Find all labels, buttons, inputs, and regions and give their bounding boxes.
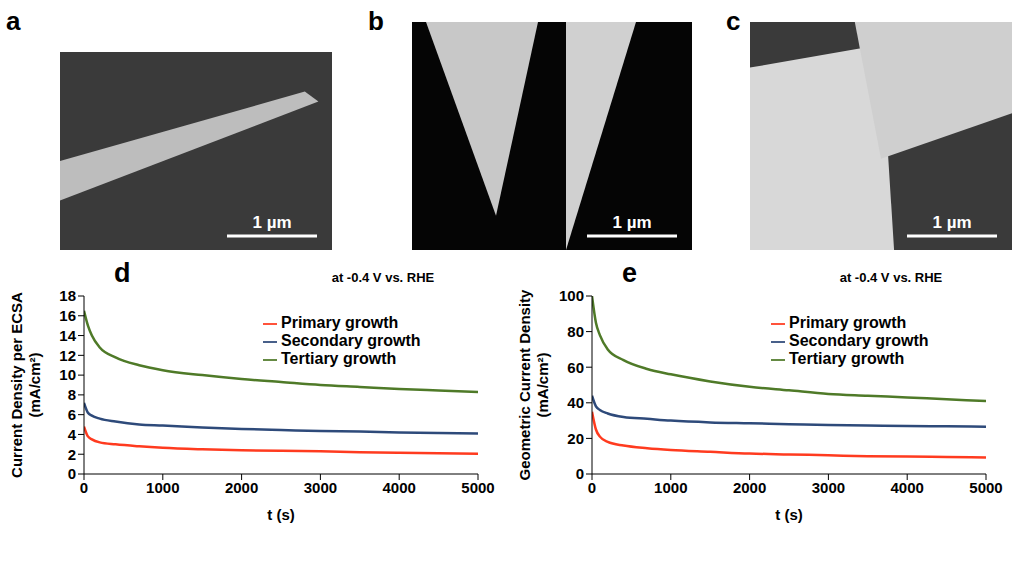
svg-text:5000: 5000	[969, 479, 1002, 496]
svg-text:5000: 5000	[461, 479, 494, 496]
svg-text:8: 8	[68, 386, 76, 403]
svg-text:Geometric Current Density(mA/c: Geometric Current Density(mA/cm²)	[516, 289, 551, 481]
svg-text:20: 20	[567, 430, 584, 447]
html-text:Secondary growth: Secondary growth	[789, 332, 929, 349]
svg-text:100: 100	[559, 287, 584, 304]
svg-text:t (s): t (s)	[775, 506, 803, 523]
svg-text:14: 14	[59, 327, 76, 344]
html-text:a: a	[6, 6, 21, 36]
svg-text:2000: 2000	[225, 479, 258, 496]
svg-text:1 µm: 1 µm	[252, 213, 291, 232]
svg-text:4000: 4000	[383, 479, 416, 496]
svg-text:0: 0	[80, 479, 88, 496]
svg-text:40: 40	[567, 394, 584, 411]
html-text:Secondary growth: Secondary growth	[281, 332, 421, 349]
svg-text:4000: 4000	[891, 479, 924, 496]
svg-text:4: 4	[68, 426, 77, 443]
svg-text:1000: 1000	[654, 479, 687, 496]
html-text:at -0.4 V vs. RHE: at -0.4 V vs. RHE	[839, 270, 943, 285]
svg-text:16: 16	[59, 307, 76, 324]
svg-text:1000: 1000	[146, 479, 179, 496]
svg-text:60: 60	[567, 359, 584, 376]
svg-text:80: 80	[567, 323, 584, 340]
svg-text:18: 18	[59, 287, 76, 304]
svg-text:0: 0	[588, 479, 596, 496]
html-text:c: c	[726, 6, 741, 36]
svg-text:6: 6	[68, 406, 76, 423]
svg-text:12: 12	[59, 347, 76, 364]
html-text:at -0.4 V vs. RHE: at -0.4 V vs. RHE	[331, 270, 435, 285]
svg-text:1 µm: 1 µm	[932, 213, 971, 232]
svg-text:3000: 3000	[812, 479, 845, 496]
html-text:Primary growth: Primary growth	[789, 314, 907, 331]
svg-text:2000: 2000	[733, 479, 766, 496]
svg-text:0: 0	[68, 465, 76, 482]
svg-text:Current Density per ECSA(mA/cm: Current Density per ECSA(mA/cm²)	[8, 292, 43, 478]
html-text:Tertiary growth: Tertiary growth	[281, 350, 397, 367]
html-text:b: b	[368, 6, 384, 36]
svg-text:3000: 3000	[304, 479, 337, 496]
svg-text:10: 10	[59, 366, 76, 383]
html-text:e: e	[622, 258, 637, 288]
svg-text:t (s): t (s)	[267, 506, 295, 523]
html-text:d: d	[114, 258, 131, 288]
svg-text:1 µm: 1 µm	[612, 213, 651, 232]
svg-text:0: 0	[576, 465, 584, 482]
svg-text:2: 2	[68, 446, 76, 463]
html-text:Tertiary growth: Tertiary growth	[789, 350, 905, 367]
html-text:Primary growth: Primary growth	[281, 314, 399, 331]
